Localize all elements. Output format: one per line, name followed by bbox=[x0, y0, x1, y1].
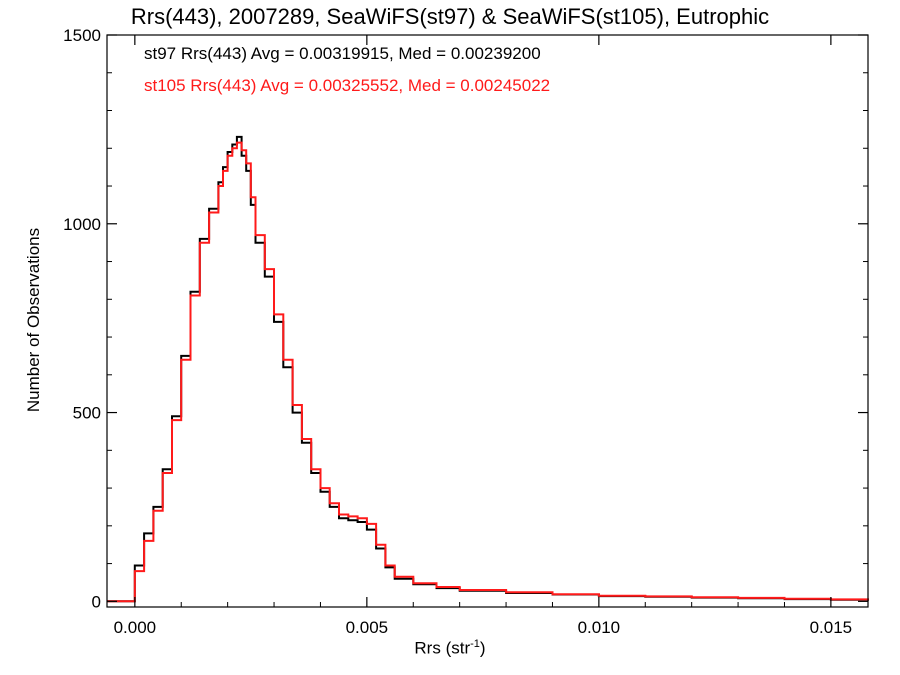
series1-stats-text: st97 Rrs(443) Avg = 0.00319915, Med = 0.… bbox=[144, 44, 541, 63]
x-tick-label: 0.010 bbox=[578, 618, 621, 637]
plot-frame bbox=[106, 34, 869, 608]
series-line-st97 bbox=[107, 135, 869, 603]
x-tick-label: 0.005 bbox=[346, 618, 389, 637]
x-axis-label-superscript: -1 bbox=[470, 638, 480, 650]
series-line-st105 bbox=[107, 141, 869, 603]
x-tick-label: 0.000 bbox=[114, 618, 157, 637]
x-axis-label-main: Rrs (str bbox=[414, 638, 471, 658]
y-tick-label: 1500 bbox=[63, 26, 101, 45]
series2-stats-text: st105 Rrs(443) Avg = 0.00325552, Med = 0… bbox=[144, 76, 551, 95]
x-tick-label: 0.015 bbox=[810, 618, 853, 637]
x-axis-label: Rrs (str-1) bbox=[0, 638, 900, 659]
chart-title: Rrs(443), 2007289, SeaWiFS(st97) & SeaWi… bbox=[130, 4, 770, 29]
y-tick-label: 500 bbox=[73, 404, 101, 423]
axis-ticks: 0.000 0.005 0.010 0.015 0 500 1000 1500 bbox=[63, 26, 868, 637]
y-tick-label: 1000 bbox=[63, 215, 101, 234]
y-tick-label: 0 bbox=[92, 592, 101, 611]
y-axis-label: Number of Observations bbox=[24, 227, 43, 413]
x-axis-label-end: ) bbox=[479, 638, 486, 658]
